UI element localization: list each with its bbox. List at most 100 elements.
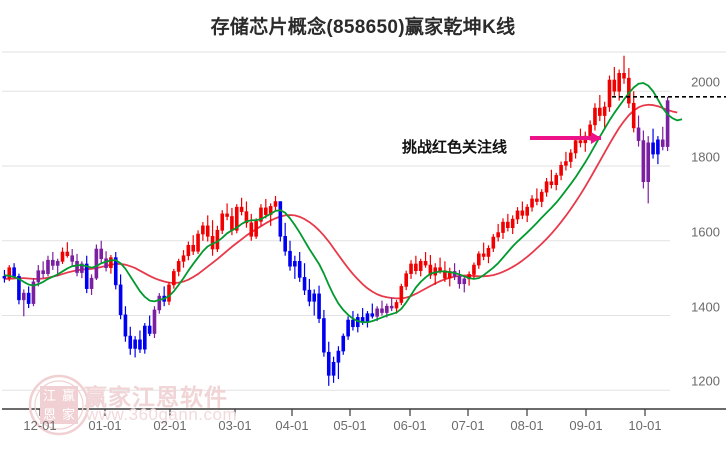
- candle-body: [481, 253, 486, 257]
- candle-body: [109, 257, 113, 268]
- candle-body: [607, 79, 612, 108]
- candle-body: [12, 267, 16, 277]
- annotation-arrowhead: [591, 131, 601, 144]
- candle-body: [510, 218, 515, 229]
- candle-body: [201, 225, 205, 235]
- candle-body: [65, 251, 70, 257]
- candle-body: [302, 277, 307, 291]
- candle-body: [341, 335, 346, 352]
- candle-body: [70, 255, 74, 262]
- candle-body: [631, 102, 636, 129]
- candle-body: [399, 286, 404, 303]
- candle-body: [113, 257, 118, 286]
- candle-body: [593, 107, 597, 126]
- candle-body: [365, 313, 370, 323]
- candle-body: [656, 139, 660, 155]
- candle-body: [254, 221, 258, 237]
- x-axis-tick-label: 10-01: [628, 418, 662, 433]
- candle-body: [17, 275, 21, 301]
- candle-body: [622, 73, 626, 79]
- candle-body: [118, 284, 123, 316]
- seal-char-1: 赢: [62, 388, 75, 404]
- candle-body: [404, 273, 408, 287]
- candlestick-series: [2, 55, 670, 386]
- candle-body: [336, 350, 341, 363]
- candle-body: [51, 259, 55, 266]
- page-title: 存储芯片概念(858650)赢家乾坤K线: [210, 17, 516, 38]
- candle-body: [496, 232, 500, 238]
- candle-body: [46, 259, 50, 274]
- candle-body: [660, 139, 665, 147]
- ma-short-line: [4, 82, 683, 324]
- candle-body: [409, 263, 413, 274]
- candle-body: [598, 107, 602, 116]
- candle-body: [278, 201, 283, 237]
- candle-body: [307, 289, 312, 302]
- candle-body: [283, 235, 287, 252]
- candle-body: [293, 261, 297, 267]
- candle-body: [220, 213, 225, 231]
- watermark-brand: 赢家江恩软件: [84, 384, 228, 410]
- x-axis-tick-label: 12-01: [23, 418, 57, 433]
- candle-body: [491, 236, 496, 249]
- candle-body: [351, 319, 355, 328]
- candle-body: [157, 295, 162, 311]
- ma-long-path: [4, 103, 678, 300]
- candle-body: [636, 127, 641, 141]
- candle-body: [143, 325, 147, 350]
- candle-body: [501, 221, 505, 233]
- candle-body: [612, 79, 617, 92]
- seal-char-2: 恩: [43, 408, 56, 423]
- candle-body: [2, 275, 7, 279]
- candle-body: [21, 292, 26, 301]
- x-axis-tick-label: 06-01: [393, 418, 427, 433]
- candle-body: [26, 292, 31, 304]
- x-axis-tick-label: 05-01: [333, 418, 367, 433]
- candle-body: [191, 244, 195, 252]
- candle-body: [326, 351, 331, 376]
- x-axis-tick-label: 02-01: [153, 418, 187, 433]
- candle-body: [573, 140, 578, 154]
- candle-body: [176, 261, 181, 272]
- candle-body: [346, 319, 350, 337]
- candle-body: [249, 222, 254, 237]
- watermark-url: www.360gann.com: [86, 405, 238, 424]
- candle-body: [196, 233, 200, 252]
- candle-body: [380, 308, 384, 313]
- candle-body: [89, 277, 94, 289]
- candle-body: [264, 207, 268, 215]
- candle-body: [31, 281, 36, 304]
- candle-body: [370, 313, 375, 317]
- candle-body: [375, 308, 379, 317]
- candle-body: [665, 100, 670, 147]
- candle-body: [568, 152, 573, 162]
- candle-body: [544, 181, 549, 193]
- annotation-label: 挑战红色关注线: [402, 139, 508, 156]
- candle-body: [428, 264, 433, 276]
- candle-body: [520, 210, 525, 216]
- candle-body: [312, 293, 317, 302]
- x-axis-tick-label: 04-01: [275, 418, 309, 433]
- candle-body: [239, 206, 244, 212]
- watermark-seal-logo: 江 赢 恩 家: [28, 374, 90, 436]
- candle-body: [230, 216, 234, 231]
- annotation-arrow-line: [530, 131, 601, 144]
- candle-body: [138, 339, 142, 350]
- candle-body: [418, 261, 423, 271]
- x-axis-tick-label: 09-01: [569, 418, 603, 433]
- y-axis-tick-label: 1600: [691, 224, 720, 240]
- candle-body: [60, 251, 65, 262]
- candle-body: [564, 161, 568, 166]
- candle-body: [423, 261, 428, 266]
- candle-body: [186, 244, 191, 257]
- y-axis-tick-label: 1400: [691, 299, 720, 315]
- candle-body: [181, 255, 186, 262]
- candle-body: [515, 210, 520, 220]
- candle-body: [288, 250, 292, 267]
- candle-body: [133, 339, 137, 349]
- candle-body: [104, 258, 108, 268]
- candle-body: [549, 181, 554, 186]
- candle-body: [476, 253, 481, 266]
- candle-body: [84, 263, 89, 289]
